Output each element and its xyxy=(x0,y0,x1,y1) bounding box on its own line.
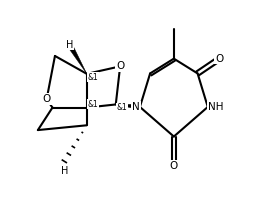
Polygon shape xyxy=(67,43,87,74)
Text: &1: &1 xyxy=(88,100,99,109)
Polygon shape xyxy=(116,104,140,110)
Text: N: N xyxy=(132,102,140,112)
Text: H: H xyxy=(66,40,73,50)
Text: NH: NH xyxy=(208,102,223,112)
Text: O: O xyxy=(170,161,178,171)
Text: O: O xyxy=(215,54,224,64)
Text: &1: &1 xyxy=(117,103,128,112)
Text: H: H xyxy=(61,166,68,176)
Text: O: O xyxy=(116,61,124,71)
Text: &1: &1 xyxy=(88,73,99,82)
Text: O: O xyxy=(43,94,51,104)
